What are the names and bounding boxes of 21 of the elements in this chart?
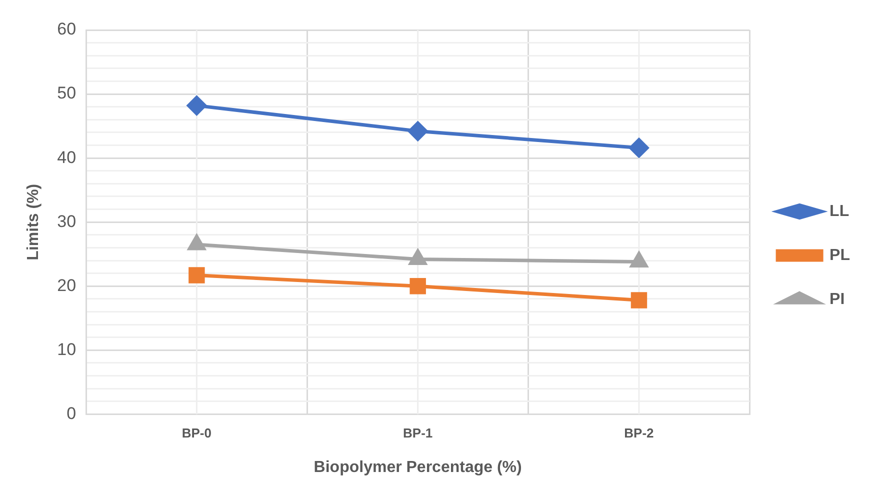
point — [630, 292, 648, 308]
y-tick-label: 0 — [66, 404, 76, 423]
x-axis-title: Biopolymer Percentage (%) — [314, 458, 522, 476]
y-tick-label: 20 — [57, 276, 76, 295]
legend-label: LL — [830, 202, 850, 220]
point — [408, 121, 428, 141]
point — [410, 278, 426, 294]
y-axis-title: Limits (%) — [25, 184, 42, 260]
legend-label: PI — [830, 290, 845, 308]
legend-label: PL — [830, 246, 850, 264]
y-tick-label: 50 — [57, 84, 76, 103]
y-tick-label: 40 — [57, 148, 76, 167]
y-tick-label: 30 — [57, 212, 76, 231]
x-tick-label: BP-1 — [403, 426, 433, 441]
y-tick-label: 60 — [57, 20, 76, 39]
point — [629, 138, 649, 158]
point — [186, 96, 206, 116]
x-tick-label: BP-0 — [182, 426, 212, 441]
x-tick-label: BP-2 — [624, 426, 654, 441]
point — [188, 267, 205, 284]
y-tick-label: 10 — [57, 340, 76, 359]
